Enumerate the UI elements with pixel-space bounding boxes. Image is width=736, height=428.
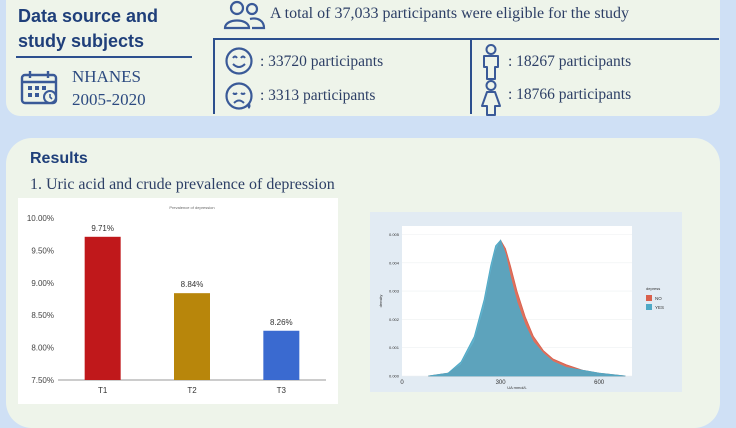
density-legend-swatch [646,295,652,301]
density-y-tick-label: 0.001 [389,345,400,350]
density-x-tick-label: 600 [594,380,605,386]
prevalence-bar-chart: Prevalence of depression 7.50% 8.00% 8.50% 9… [18,198,338,404]
bar-value-label: 8.26% [270,318,293,327]
bar-category-label: T1 [98,386,108,395]
eligible-count-text: A total of 37,033 participants were elig… [270,5,630,22]
density-y-tick-label: 0.003 [389,289,400,294]
female-count: : 18766 participants [508,86,632,103]
bar-y-tick-label: 8.00% [31,344,54,353]
results-title: Results [30,150,88,167]
bar-t1 [84,236,121,380]
bar-value-label: 9.71% [91,224,114,233]
data-source-title: Data source and study subjects [18,6,159,51]
stats-divider-middle [470,38,472,114]
stats-divider-left [213,38,215,114]
bar-category-label: T3 [277,386,287,395]
density-x-tick-label: 0 [400,380,404,386]
bar-y-tick-label: 9.00% [31,279,54,288]
male-icon [483,44,499,80]
density-y-axis-label: density [378,295,383,308]
density-y-tick-label: 0.002 [389,317,400,322]
happy-face-icon [225,47,253,75]
density-series-yes [428,239,626,377]
bar-chart-title: Prevalence of depression [169,205,214,210]
density-x-tick-label: 300 [496,380,507,386]
bar-y-tick-label: 8.50% [31,311,54,320]
depressed-count: : 3313 participants [260,87,376,104]
bar-category-label: T2 [187,386,197,395]
sad-face-icon [225,82,253,110]
female-icon [481,80,501,116]
people-icon [223,0,266,30]
not-depressed-count: : 33720 participants [260,53,384,70]
density-x-axis-label: UA mmol/L [507,385,527,390]
title-divider [16,56,192,58]
bar-value-label: 8.84% [181,280,204,289]
results-subtitle: 1. Uric acid and crude prevalence of dep… [30,176,335,193]
density-y-tick-label: 0.005 [389,232,400,237]
male-count: : 18267 participants [508,53,632,70]
density-legend-title: depress [646,286,660,291]
survey-line-2: 2005-2020 [72,90,146,109]
bar-t3 [263,330,300,380]
bar-y-tick-label: 10.00% [27,214,54,223]
density-y-tick-label: 0.004 [389,260,400,265]
survey-line-1: NHANES [72,67,141,86]
data-source-panel [6,0,720,116]
density-legend-label: YES [655,305,664,310]
bar-t2 [174,293,210,380]
density-y-tick-label: 0.000 [389,374,400,379]
uric-acid-density-plot: 0.000 0.001 0.002 0.003 0.004 0.005 0 300 600 UA … [370,212,682,392]
density-legend-swatch [646,304,652,310]
stats-divider-horizontal [213,38,719,40]
bar-y-tick-label: 9.50% [31,246,54,255]
survey-name: NHANES 2005-2020 [72,65,146,111]
bar-y-tick-label: 7.50% [31,376,54,385]
calendar-icon [20,71,58,105]
density-legend-label: NO [655,296,662,301]
